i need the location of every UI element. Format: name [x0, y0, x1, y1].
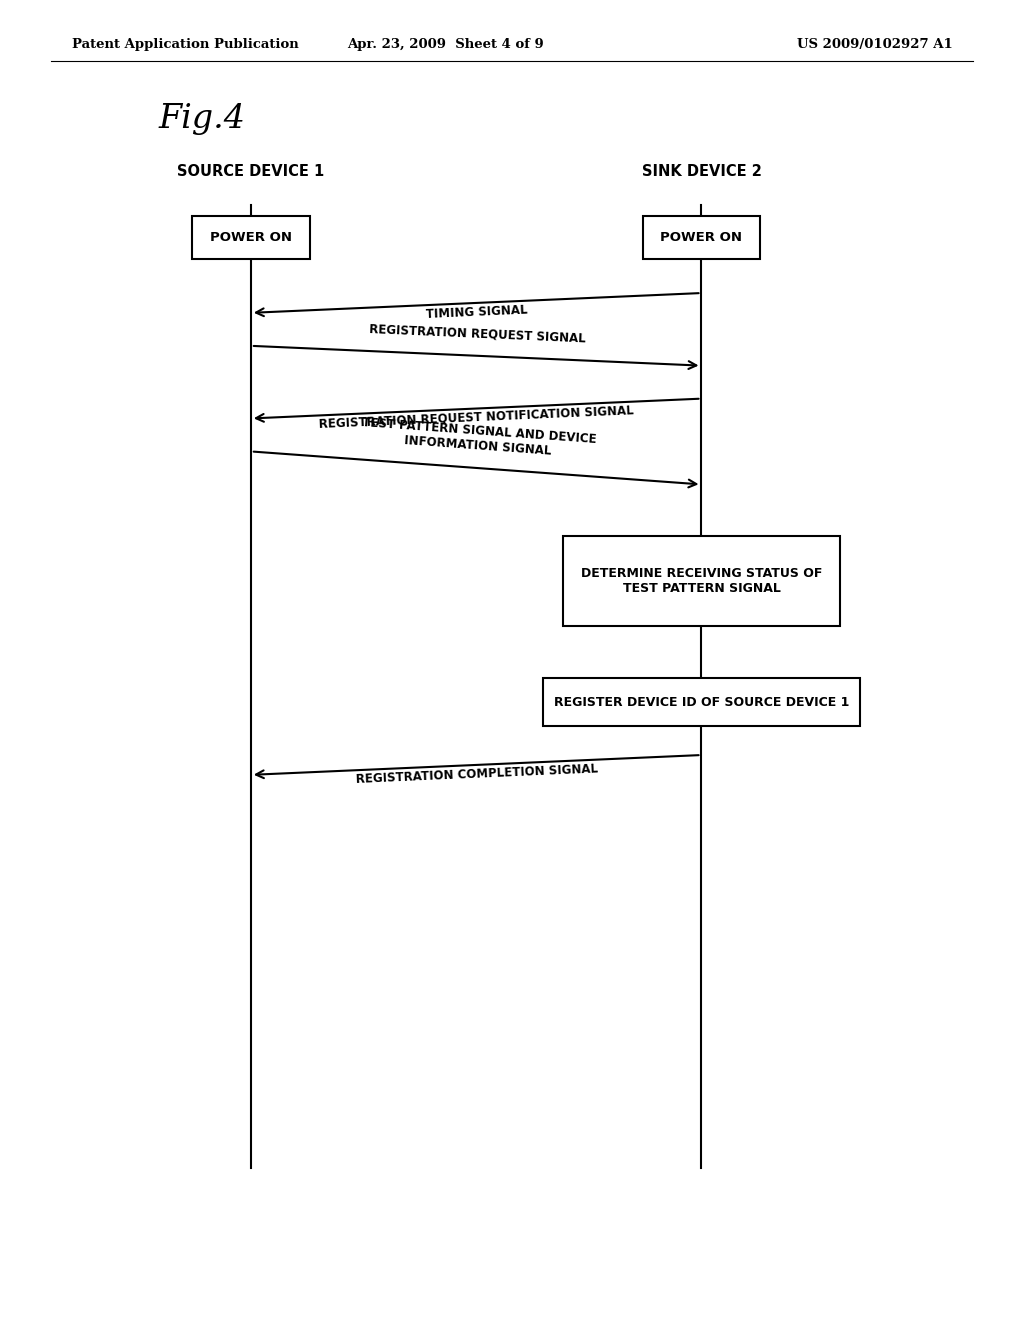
Text: DETERMINE RECEIVING STATUS OF
TEST PATTERN SIGNAL: DETERMINE RECEIVING STATUS OF TEST PATTE… — [581, 566, 822, 595]
Text: TIMING SIGNAL: TIMING SIGNAL — [425, 304, 527, 321]
FancyBboxPatch shape — [643, 216, 760, 259]
Text: POWER ON: POWER ON — [210, 231, 292, 244]
Text: REGISTRATION REQUEST NOTIFICATION SIGNAL: REGISTRATION REQUEST NOTIFICATION SIGNAL — [318, 404, 634, 432]
Text: SOURCE DEVICE 1: SOURCE DEVICE 1 — [177, 164, 325, 180]
Text: SINK DEVICE 2: SINK DEVICE 2 — [641, 164, 762, 180]
FancyBboxPatch shape — [543, 678, 860, 726]
Text: US 2009/0102927 A1: US 2009/0102927 A1 — [797, 38, 952, 51]
Text: TEST PATTERN SIGNAL AND DEVICE
INFORMATION SIGNAL: TEST PATTERN SIGNAL AND DEVICE INFORMATI… — [360, 416, 596, 461]
Text: Patent Application Publication: Patent Application Publication — [72, 38, 298, 51]
Text: REGISTRATION REQUEST SIGNAL: REGISTRATION REQUEST SIGNAL — [369, 322, 586, 345]
FancyBboxPatch shape — [193, 216, 309, 259]
Text: Apr. 23, 2009  Sheet 4 of 9: Apr. 23, 2009 Sheet 4 of 9 — [347, 38, 544, 51]
FancyBboxPatch shape — [563, 536, 840, 626]
Text: POWER ON: POWER ON — [660, 231, 742, 244]
Text: Fig.4: Fig.4 — [159, 103, 246, 135]
Text: REGISTER DEVICE ID OF SOURCE DEVICE 1: REGISTER DEVICE ID OF SOURCE DEVICE 1 — [554, 696, 849, 709]
Text: REGISTRATION COMPLETION SIGNAL: REGISTRATION COMPLETION SIGNAL — [355, 762, 598, 785]
